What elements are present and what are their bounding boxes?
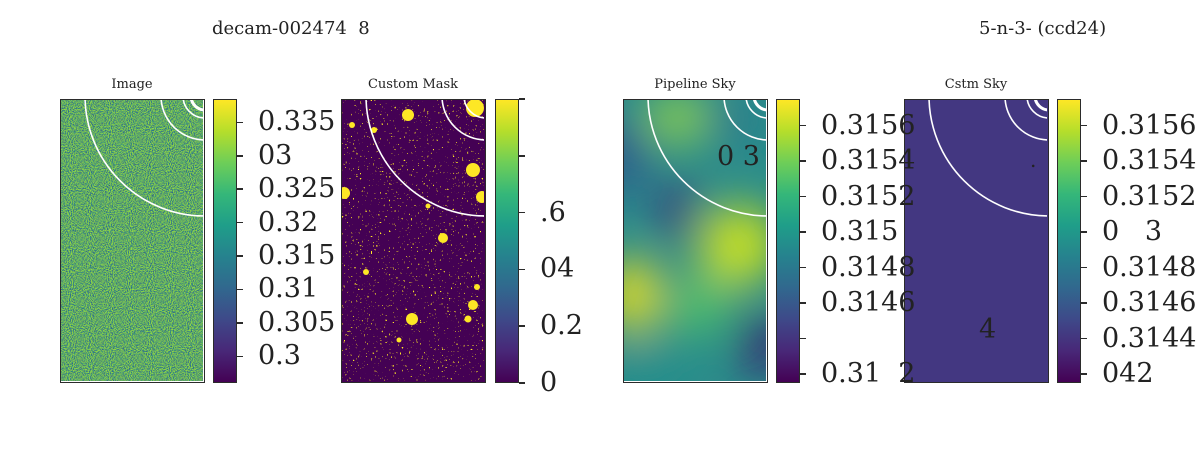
cstm-sky-heatmap xyxy=(905,100,1047,381)
colorbar-tick-label: 0.305 xyxy=(258,306,336,338)
colorbar-tick xyxy=(800,266,806,269)
cstm-sky-panel xyxy=(904,99,1049,383)
custom-mask-heatmap xyxy=(342,100,484,381)
colorbar-tick-label: 0.3152 xyxy=(821,180,916,212)
colorbar-tick xyxy=(237,355,243,358)
colorbar-tick-label: 0.31 xyxy=(258,273,319,305)
colorbar-tick-label: 0.2 xyxy=(540,310,583,342)
pipeline-sky-heatmap xyxy=(624,100,766,381)
colorbar-tick-label: 0 3 xyxy=(1102,216,1163,248)
colorbar-tick-label: 0.3152 xyxy=(1102,180,1197,212)
figure-title-left: decam-002474 8 xyxy=(212,18,370,39)
colorbar-tick xyxy=(237,155,243,157)
colorbar-tick xyxy=(237,288,243,291)
colorbar-tick xyxy=(519,98,525,100)
colorbar-tick xyxy=(1081,160,1087,162)
colorbar-tick xyxy=(800,231,806,233)
colorbar-tick xyxy=(800,337,806,340)
pipeline-sky-colorbar xyxy=(776,99,800,383)
colorbar-tick xyxy=(237,121,243,124)
colorbar-tick xyxy=(800,124,806,127)
colorbar-tick-label: 0.335 xyxy=(258,106,336,138)
colorbar-tick-label: 0.3148 xyxy=(1102,251,1197,283)
colorbar-tick-label: 0.3144 xyxy=(1102,322,1197,354)
figure-title-right: 5-n-3- (ccd24) xyxy=(979,18,1107,39)
cstm-sky-colorbar xyxy=(1057,99,1081,383)
image-heatmap xyxy=(61,100,203,381)
cstm-sky-panel-title: Cstm Sky xyxy=(944,77,1008,92)
pipeline-sky-annotation: 0 3 xyxy=(717,141,760,172)
colorbar-tick-label: 0.31 2 xyxy=(821,358,916,390)
colorbar-tick xyxy=(800,302,806,304)
colorbar-tick-label: 03 xyxy=(258,139,293,171)
custom-mask-panel-title: Custom Mask xyxy=(367,77,459,92)
colorbar-tick xyxy=(237,322,243,324)
colorbar-tick-label: 042 xyxy=(1102,358,1154,390)
colorbar-tick xyxy=(1081,337,1087,340)
image-colorbar xyxy=(213,99,237,383)
custom-mask-colorbar xyxy=(495,99,519,383)
colorbar-tick xyxy=(237,255,243,257)
colorbar-tick-label: 0.325 xyxy=(258,173,336,205)
colorbar-tick xyxy=(800,195,806,198)
colorbar-tick xyxy=(1081,124,1087,127)
colorbar-tick xyxy=(800,373,806,375)
cstm-sky-annotation-four: 4 xyxy=(979,314,997,345)
colorbar-tick xyxy=(1081,231,1087,233)
colorbar-tick-label: 0.315 xyxy=(258,240,336,272)
colorbar-tick xyxy=(1081,302,1087,304)
colorbar-tick xyxy=(519,382,525,384)
colorbar-tick-label: 0.3 xyxy=(258,340,301,372)
colorbar-tick-label: 0 xyxy=(540,367,558,398)
colorbar-tick xyxy=(519,155,525,157)
colorbar-tick-label: .6 xyxy=(540,196,566,228)
cstm-sky-annotation-dot: . xyxy=(1030,148,1037,172)
colorbar-tick xyxy=(1081,266,1087,269)
colorbar-tick xyxy=(519,268,525,271)
colorbar-tick xyxy=(237,221,243,224)
colorbar-tick-label: 0.3154 xyxy=(1102,145,1197,177)
pipeline-sky-panel-title: Pipeline Sky xyxy=(654,77,736,92)
colorbar-tick xyxy=(1081,195,1087,198)
image-panel-title: Image xyxy=(111,77,153,92)
colorbar-tick xyxy=(1081,373,1087,375)
colorbar-tick-label: 0.3146 xyxy=(1102,287,1197,319)
colorbar-tick-label: 0.3156 xyxy=(821,109,916,141)
colorbar-tick-label: 0.32 xyxy=(258,206,319,238)
colorbar-tick xyxy=(237,188,243,190)
colorbar-tick-label: 0.3156 xyxy=(1102,109,1197,141)
colorbar-tick xyxy=(800,160,806,162)
colorbar-tick xyxy=(519,211,525,214)
colorbar-tick-label: 0.3148 xyxy=(821,251,916,283)
colorbar-tick-label: 0.3146 xyxy=(821,287,916,319)
colorbar-tick-label: 04 xyxy=(540,253,575,285)
pipeline-sky-panel xyxy=(623,99,768,383)
image-panel xyxy=(60,99,205,383)
colorbar-tick-label: 0.315 xyxy=(821,216,899,248)
custom-mask-panel xyxy=(341,99,486,383)
colorbar-tick xyxy=(519,325,525,327)
colorbar-tick-label: 0.3154 xyxy=(821,145,916,177)
